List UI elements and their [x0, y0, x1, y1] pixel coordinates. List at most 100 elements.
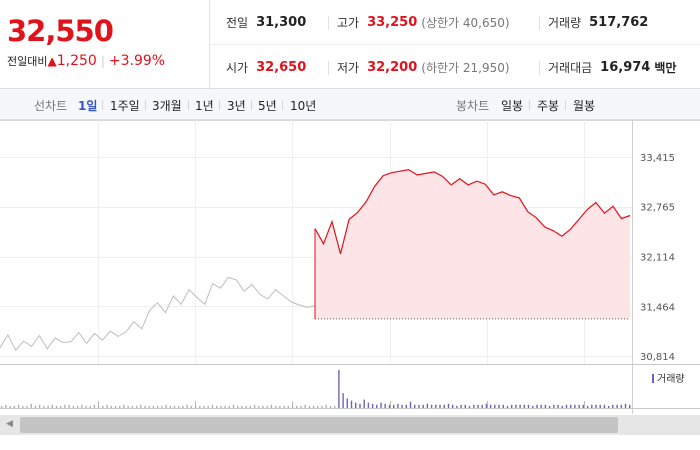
- volume-bar: [169, 405, 171, 408]
- stat-label: 저가: [337, 60, 360, 75]
- volume-bar: [119, 405, 121, 408]
- volume-bar: [616, 404, 618, 408]
- volume-bar: [578, 404, 580, 408]
- change-percent: +3.99%: [108, 53, 166, 69]
- chart-scrollbar[interactable]: ◀: [0, 415, 700, 435]
- candle-weekly-tab[interactable]: 주봉: [537, 99, 560, 113]
- volume-bar: [325, 404, 327, 408]
- stat-divider: [328, 61, 329, 75]
- volume-bar: [338, 370, 340, 408]
- stat-value: 32,200: [367, 59, 418, 75]
- volume-bar: [346, 398, 348, 408]
- volume-bar: [148, 405, 150, 408]
- change-divider: |: [100, 54, 105, 68]
- volume-bar: [599, 404, 601, 408]
- stat-label: 시가: [226, 60, 249, 75]
- volume-bar: [60, 405, 62, 408]
- volume-bar: [186, 404, 188, 408]
- volume-bar: [156, 405, 159, 408]
- y-tick-label: 31,464: [640, 302, 675, 313]
- quote-header: 32,550 전일대비▲1,250 | +3.99% 전일 31,300 고가 33…: [0, 0, 700, 89]
- volume-bar: [447, 403, 450, 408]
- volume-bar: [22, 405, 24, 408]
- volume-bar: [9, 405, 11, 408]
- volume-bar: [296, 405, 298, 408]
- period-10y-tab[interactable]: 10년: [290, 99, 317, 113]
- candle-daily-tab[interactable]: 일봉: [501, 99, 524, 113]
- volume-bar: [561, 405, 563, 408]
- volume-bar: [452, 404, 454, 408]
- volume-bar: [291, 404, 294, 408]
- volume-bar: [620, 404, 622, 408]
- volume-bar: [140, 404, 142, 408]
- volume-bar: [515, 404, 517, 408]
- volume-bar: [110, 405, 112, 408]
- stat-label: 전일: [226, 15, 249, 30]
- period-1w-tab[interactable]: 1주일: [110, 99, 140, 113]
- volume-bar: [262, 405, 264, 408]
- candle-monthly-tab[interactable]: 월봉: [573, 99, 596, 113]
- volume-bar: [190, 405, 193, 408]
- stat-low: 저가 32,200 (하한가 21,950): [337, 45, 510, 89]
- tab-divider: [102, 100, 103, 110]
- volume-bar: [1, 405, 3, 408]
- volume-bar: [574, 404, 576, 408]
- stat-volume: 거래량 517,762: [548, 0, 648, 44]
- tab-divider: [219, 100, 220, 110]
- volume-bar: [123, 404, 125, 408]
- volume-bar: [26, 405, 28, 408]
- volume-bar: [629, 404, 631, 408]
- volume-bar: [595, 404, 597, 408]
- tab-divider: [565, 100, 566, 110]
- previous-day-price-line: [0, 276, 316, 352]
- volume-bar: [72, 405, 75, 408]
- volume-bar: [409, 401, 412, 408]
- period-5y-tab[interactable]: 5년: [258, 99, 277, 113]
- volume-bar: [363, 399, 365, 408]
- tab-divider: [529, 100, 530, 110]
- volume-bar: [376, 404, 378, 408]
- volume-bar: [397, 403, 399, 408]
- volume-bar: [464, 404, 466, 408]
- volume-bar: [473, 404, 475, 408]
- volume-bars: [1, 370, 631, 408]
- period-1y-tab[interactable]: 1년: [195, 99, 214, 113]
- volume-bar: [405, 404, 407, 408]
- volume-bar: [312, 405, 315, 408]
- volume-bar: [81, 404, 83, 408]
- period-3m-tab[interactable]: 3개월: [152, 99, 182, 113]
- period-bar: 선차트 1일 1주일 3개월 1년 3년 5년 10년 봉차트 일봉 주봉 월봉: [0, 89, 700, 120]
- intraday-price-chart[interactable]: 33,415 32,765 32,114 31,464 30,814 거래량: [0, 120, 700, 415]
- stat-prev-close: 전일 31,300: [226, 0, 306, 44]
- volume-bar: [253, 404, 256, 408]
- volume-bar: [17, 404, 20, 408]
- volume-bar: [85, 405, 87, 408]
- volume-bar: [506, 405, 509, 408]
- volume-bar: [279, 405, 281, 408]
- stat-label: 거래량: [548, 15, 582, 30]
- change-value: 1,250: [56, 53, 97, 69]
- price-change: 전일대비▲1,250 | +3.99%: [7, 53, 165, 69]
- scrollbar-thumb[interactable]: [20, 417, 618, 433]
- volume-bar: [13, 405, 15, 408]
- volume-bar: [565, 404, 568, 408]
- volume-bar: [586, 405, 589, 408]
- volume-bar: [178, 405, 180, 408]
- scroll-left-icon[interactable]: ◀: [6, 419, 13, 429]
- price-lines: [0, 168, 631, 352]
- volume-bar: [380, 402, 382, 408]
- quote-stats: 전일 31,300 고가 33,250 (상한가 40,650) 거래량 517…: [210, 0, 700, 89]
- volume-bar: [165, 404, 167, 408]
- stat-open: 시가 32,650: [226, 45, 306, 89]
- volume-bar: [582, 404, 584, 408]
- volume-bar: [334, 405, 336, 408]
- volume-bar: [47, 405, 49, 408]
- volume-bar: [245, 405, 247, 408]
- volume-bar: [207, 405, 209, 408]
- volume-bar: [321, 405, 323, 408]
- volume-bar: [371, 403, 374, 408]
- stat-amount: 거래대금 16,974 백만: [548, 45, 676, 89]
- period-1d-tab[interactable]: 1일: [78, 99, 98, 113]
- volume-bar: [367, 402, 370, 408]
- period-3y-tab[interactable]: 3년: [227, 99, 246, 113]
